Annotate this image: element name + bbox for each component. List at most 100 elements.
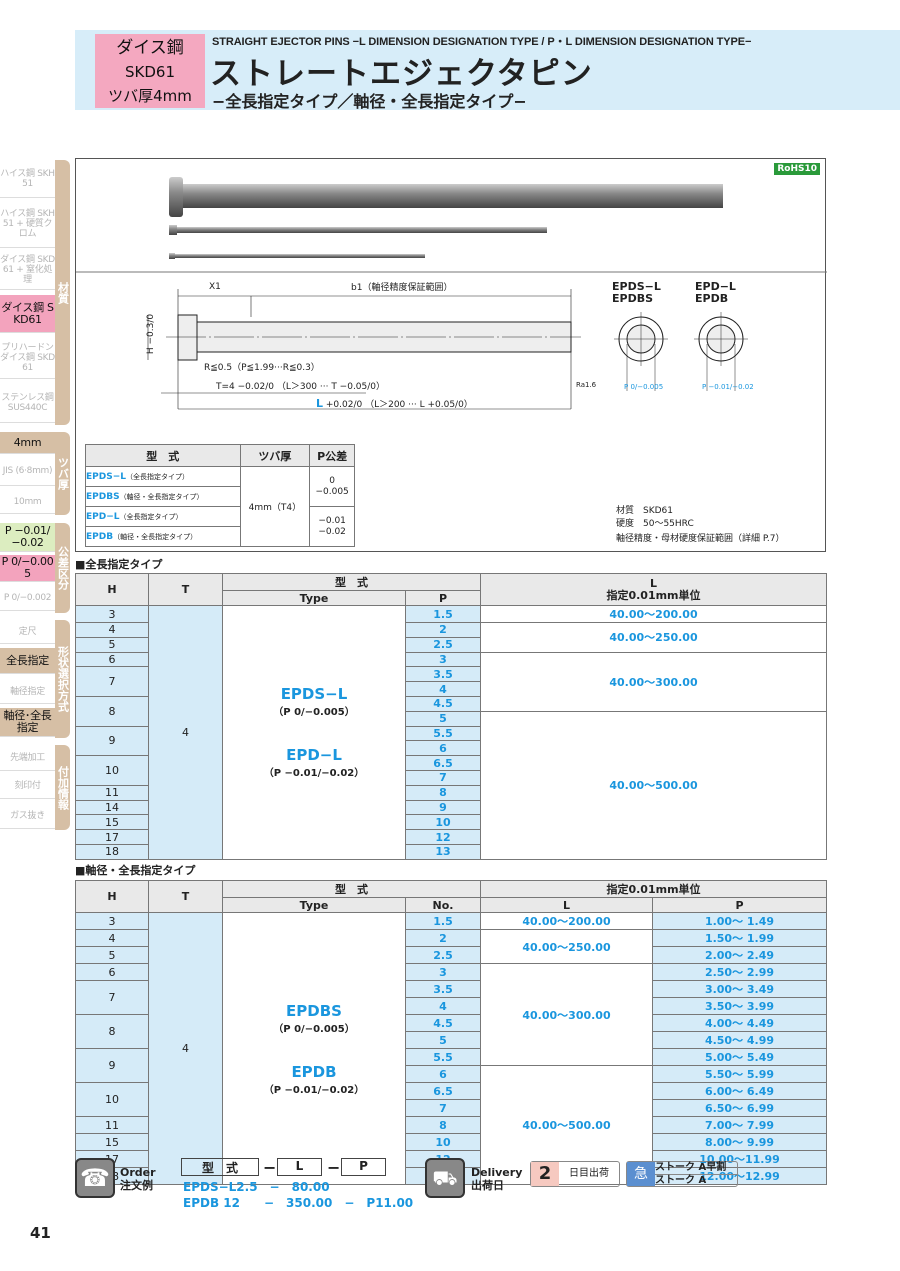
sidebar-tab[interactable]: 形状選択方式 (55, 620, 70, 738)
sidebar-item[interactable]: 4mm (0, 432, 55, 454)
p-range: 5.00〜 5.49 (651, 1048, 828, 1066)
sidebar-item[interactable]: P −0.01/−0.02 (0, 523, 55, 552)
p-value: 6 (405, 740, 481, 757)
col-h: H (75, 880, 149, 913)
sidebar-item[interactable]: 定尺 (0, 620, 55, 644)
sidebar-item[interactable]: JIS (6·8mm) (0, 456, 55, 486)
p-range: 4.00〜 4.49 (651, 1014, 828, 1032)
sidebar-item[interactable]: ハイス鋼 SKH51 + 硬質クロム (0, 200, 55, 248)
col-type: Type (222, 590, 406, 606)
header-band (75, 30, 900, 110)
sidebar-item[interactable]: ステンレス鋼 SUS440C (0, 383, 55, 423)
col-t: T (148, 880, 223, 913)
t-label: T=4 −0.02/0 （L＞300 ··· T −0.05/0） (216, 382, 386, 392)
sidebar-item[interactable]: 刻印付 (0, 774, 55, 799)
h-value: 9 (75, 1048, 149, 1083)
order-example-2: EPDB 12 − 350.00 − P11.00 (183, 1196, 414, 1210)
table-row: 18 13 (75, 843, 827, 860)
rohs-badge: RoHS10 (774, 163, 820, 175)
sidebar-item[interactable]: 先端加工 (0, 745, 55, 771)
h-value: 10 (75, 1082, 149, 1117)
p-value: 3 (405, 651, 481, 668)
col-t: T (148, 573, 223, 606)
table-row: 4 (76, 681, 827, 697)
p-value: 8 (405, 1116, 481, 1134)
p-value: 7 (405, 1099, 481, 1117)
p-range: 10.00〜11.99 (651, 1150, 828, 1168)
type-type2: EPDB (291, 1062, 337, 1081)
l-range: 40.00〜300.00 (480, 963, 653, 1066)
p-range: 5.50〜 5.99 (651, 1065, 828, 1083)
sidebar-tab[interactable]: 公差区分 (55, 523, 70, 613)
sidebar-item[interactable]: P 0/−0.002 (0, 586, 55, 611)
pin-side-view (147, 289, 581, 410)
h-value: 9 (75, 725, 149, 757)
p-range: 2.00〜 2.49 (651, 946, 828, 964)
type-type1: EPDS−L (280, 685, 348, 704)
h-value: 7 (75, 666, 149, 697)
col-l: L (480, 897, 653, 913)
t-value: 4 (148, 605, 223, 860)
page-number: 41 (30, 1224, 51, 1242)
p-value: 3 (405, 963, 481, 981)
p-range: 4.50〜 4.99 (651, 1031, 828, 1049)
sidebar-item[interactable]: 全長指定 (0, 648, 55, 674)
p-range: 7.00〜 7.99 (651, 1116, 828, 1134)
p-value: 4 (405, 997, 481, 1015)
h-value: 7 (75, 980, 149, 1015)
sidebar-item[interactable]: プリハードン ダイス鋼 SKD61 (0, 337, 55, 379)
spec-table: 型 式ツバ厚 P公差 EPDS−L（全長指定タイプ） 4mm（T4） 0 −0.005 … (85, 444, 355, 547)
truck-icon: ⛟ (425, 1158, 465, 1198)
p-range: 3.50〜 3.99 (651, 997, 828, 1015)
drawing-frame: RoHS10 X1 b1（軸径精度保証範囲） H −0.3/0 R≦0.5（P≦… (75, 158, 827, 552)
p-range: 12.00〜12.99 (651, 1167, 828, 1185)
col-h: H (75, 573, 149, 606)
order-example-1: EPDS−L2.5 − 80.00 (183, 1180, 330, 1194)
p-value: 3.5 (405, 980, 481, 998)
l-label: +0.02/0 （L＞200 ··· L +0.05/0） (325, 400, 473, 410)
sidebar-item[interactable]: P 0/−0.005 (0, 555, 55, 582)
badge-thickness: ツバ厚4mm (108, 87, 192, 105)
l-range: 40.00〜500.00 (480, 710, 827, 860)
order-col-p: P (341, 1158, 386, 1176)
accuracy-note: 軸径精度・母材硬度保証範囲（詳細 P.7） (616, 534, 785, 544)
sidebar-item[interactable]: 軸径･全長指定 (0, 708, 55, 737)
order-label-en: Order (120, 1166, 156, 1179)
table-row: 7 3.5 3.00〜 3.49 (75, 980, 828, 1015)
l-range: 40.00〜200.00 (480, 912, 653, 930)
table-row: 3 4 EPDS−L （P 0/−0.005） EPD−L （P −0.01/−0.02）… (75, 605, 827, 860)
sidebar-item[interactable]: 10mm (0, 490, 55, 514)
sidebar-item[interactable]: ガス抜き (0, 803, 55, 829)
col-unit: 指定0.01mm単位 (479, 880, 828, 898)
h-value: 11 (75, 784, 149, 801)
p-value: 1.5 (405, 605, 481, 623)
p-value: 4 (405, 681, 481, 697)
type-type2-tol: （P −0.01/−0.02） (263, 768, 365, 780)
sidebar-tab[interactable]: 付加情報 (55, 745, 70, 830)
section-1-title: EPDS−L EPDBS (612, 280, 661, 305)
section-1-tolerance: P 0/−0.005 (624, 383, 664, 391)
title-en: STRAIGHT EJECTOR PINS −L DIMENSION DESIG… (212, 36, 752, 48)
table-row: 9 5.5 5.00〜 5.49 (75, 1048, 828, 1083)
t-value: 4 (148, 912, 223, 1185)
sidebar-item[interactable]: 軸径指定 (0, 680, 55, 704)
order-label-jp: 注文例 (120, 1179, 153, 1192)
type-type1-tol: （P 0/−0.005） (273, 707, 355, 719)
section-2-tolerance: P −0.01/−0.02 (702, 383, 754, 391)
p-value: 2 (405, 622, 481, 638)
table-row: 4 2 40.00〜250.00 (75, 622, 827, 653)
sidebar-item[interactable]: ダイス鋼 SKD61 (0, 295, 55, 333)
sidebar-item[interactable]: ダイス鋼 SKD61 + 窒化処理 (0, 250, 55, 290)
p-range: 1.00〜 1.49 (651, 912, 828, 930)
badge-material: ダイス鋼 (116, 38, 184, 58)
sidebar-tab[interactable]: 材質 (55, 160, 70, 425)
h-label: H −0.3/0 (146, 313, 157, 355)
section-view-1 (614, 312, 668, 391)
p-value: 2.5 (405, 636, 481, 653)
type-cell: EPDBS （P 0/−0.005） EPDB （P −0.01/−0.02） (222, 912, 406, 1185)
sidebar-tab[interactable]: ツバ厚 (55, 432, 70, 515)
p-value: 13 (405, 843, 481, 860)
sidebar-item[interactable]: ハイス鋼 SKH51 (0, 160, 55, 198)
table-row: 6 40.00〜500.00 5.50〜 5.99 (76, 1065, 828, 1185)
